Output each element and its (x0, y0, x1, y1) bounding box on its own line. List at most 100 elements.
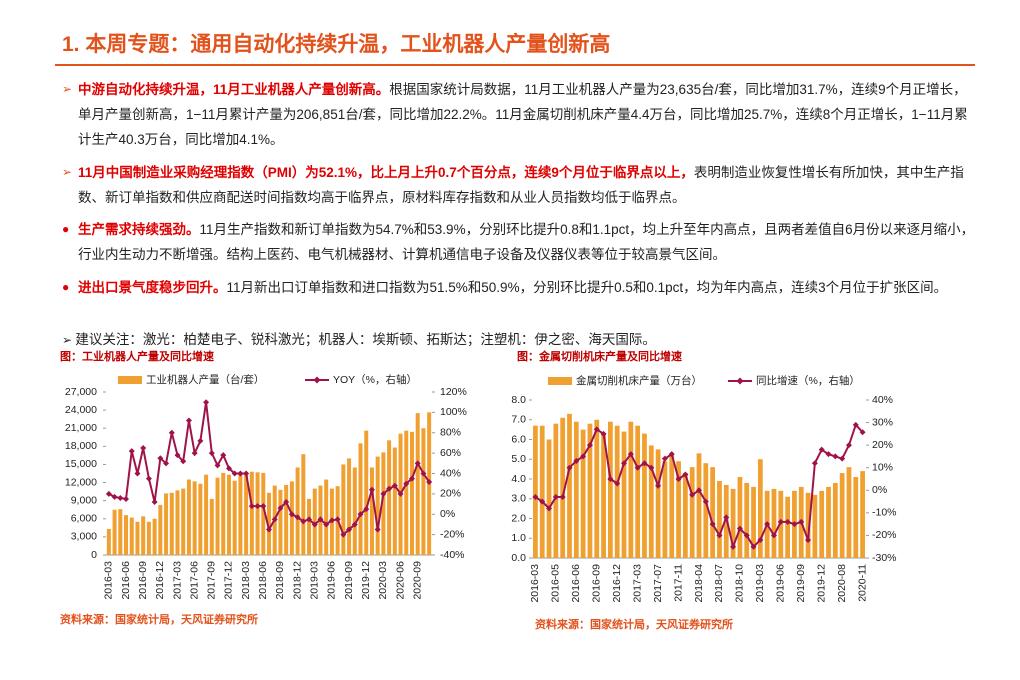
line-marker (128, 448, 135, 455)
line-marker (346, 526, 353, 533)
x-tick-label: 2016-06 (120, 561, 132, 600)
bar (415, 413, 420, 555)
bar (192, 481, 197, 555)
bar (567, 413, 572, 558)
line-marker (306, 516, 313, 523)
bar (146, 521, 151, 555)
line-marker (818, 446, 825, 453)
line-marker (532, 494, 539, 501)
bar (587, 423, 593, 558)
line-marker (168, 429, 175, 436)
bar (278, 489, 283, 555)
line-marker (723, 514, 730, 521)
bar (209, 498, 214, 555)
line-marker (791, 521, 798, 528)
bullet-bold: 11月中国制造业采购经理指数（PMI）为52.1%，比上月上升0.7个百分点，连… (78, 165, 694, 180)
bullet-text: 11月生产指数和新订单指数为54.7%和53.9%，分别环比提升0.8和1.1p… (78, 222, 975, 262)
line-marker (380, 490, 387, 497)
x-tick-label: 2017-06 (188, 561, 200, 600)
line-marker (743, 532, 750, 539)
x-tick-label: 2016-09 (137, 561, 149, 600)
line-marker (784, 518, 791, 525)
bar (204, 474, 209, 555)
line-marker (675, 476, 682, 482)
y-tick-label: 8.0 (511, 394, 526, 406)
y-tick-label: 0 (91, 549, 97, 561)
line-marker (682, 471, 689, 478)
line-marker (134, 470, 141, 477)
line-marker (408, 475, 415, 482)
recommendation: ➢ 建议关注：激光：柏楚电子、锐科激光；机器人：埃斯顿、拓斯达；注塑机：伊之密、… (62, 332, 656, 347)
line-marker (243, 470, 250, 477)
bar (635, 425, 641, 558)
y2-tick-label: -20% (440, 528, 465, 540)
line-marker (668, 451, 675, 458)
bar (301, 454, 306, 555)
line-marker (283, 499, 290, 506)
bar (186, 479, 191, 555)
bar (785, 496, 790, 558)
line-marker (180, 458, 187, 465)
line-marker (593, 426, 600, 433)
bar (307, 498, 312, 555)
line-marker (770, 532, 777, 539)
legend-swatch (118, 376, 142, 384)
bullet: ➢ 11月中国制造业采购经理指数（PMI）为52.1%，比上月上升0.7个百分点，… (62, 165, 964, 205)
y2-tick-label: 0% (872, 484, 887, 496)
x-tick-label: 2017-09 (206, 561, 218, 600)
bar (655, 449, 661, 558)
bar (553, 423, 559, 558)
bullet-bold: 中游自动化持续升温，11月工业机器人产量创新高。 (78, 82, 390, 97)
bar (112, 509, 117, 555)
line-marker (716, 532, 723, 539)
bar (601, 433, 606, 558)
line-marker (757, 536, 764, 543)
y-tick-label: 7.0 (511, 414, 526, 426)
line-marker (689, 491, 696, 498)
bar (404, 430, 409, 555)
line-marker (174, 452, 181, 459)
bar (669, 455, 675, 558)
bar (860, 471, 865, 558)
line-marker (777, 518, 784, 525)
bar (608, 421, 613, 558)
bar (226, 474, 231, 555)
line-marker (351, 521, 358, 528)
chart-source: 资料来源：国家统计局，天风证券研究所 (60, 612, 258, 626)
bullet: ● 进出口景气度稳步回升。11月新出口订单指数和进口指数为51.5%和50.9%，… (62, 280, 948, 295)
line-marker (641, 460, 648, 467)
x-tick-label: 2016-05 (550, 564, 562, 603)
line-marker (374, 526, 381, 533)
bar (744, 482, 750, 558)
x-tick-label: 2019-03 (309, 561, 321, 600)
y-tick-label: 4.0 (511, 473, 526, 485)
bar (771, 488, 777, 558)
x-tick-label: 2017-07 (652, 564, 664, 603)
x-tick-label: 2018-09 (274, 561, 286, 600)
bar (832, 482, 838, 558)
bar (717, 480, 722, 558)
line-marker (702, 498, 709, 505)
line-marker (621, 460, 628, 467)
x-tick-label: 2019-12 (360, 561, 372, 600)
line-marker (736, 525, 743, 532)
legend-marker (736, 377, 744, 385)
line-marker (105, 490, 112, 497)
line-marker (391, 482, 398, 489)
y-tick-label: 15,000 (65, 458, 97, 470)
bar (805, 492, 811, 558)
line-marker (225, 465, 232, 472)
bar (261, 472, 266, 555)
y-tick-label: 12,000 (65, 476, 97, 488)
x-tick-label: 2016-09 (591, 564, 603, 603)
x-tick-label: 2018-03 (240, 561, 252, 600)
bar (238, 472, 243, 555)
bar (839, 473, 845, 558)
line-marker (614, 480, 621, 487)
y-tick-label: 27,000 (65, 386, 97, 398)
bar (135, 521, 140, 555)
bar (689, 467, 695, 558)
x-tick-label: 2019-06 (326, 561, 338, 600)
bullet-text: 表明制造业恢复性增长有所加快，其中生产指数、新订单指数和供应商配送时间指数均高于… (78, 165, 964, 205)
y2-tick-label: 100% (440, 406, 467, 418)
